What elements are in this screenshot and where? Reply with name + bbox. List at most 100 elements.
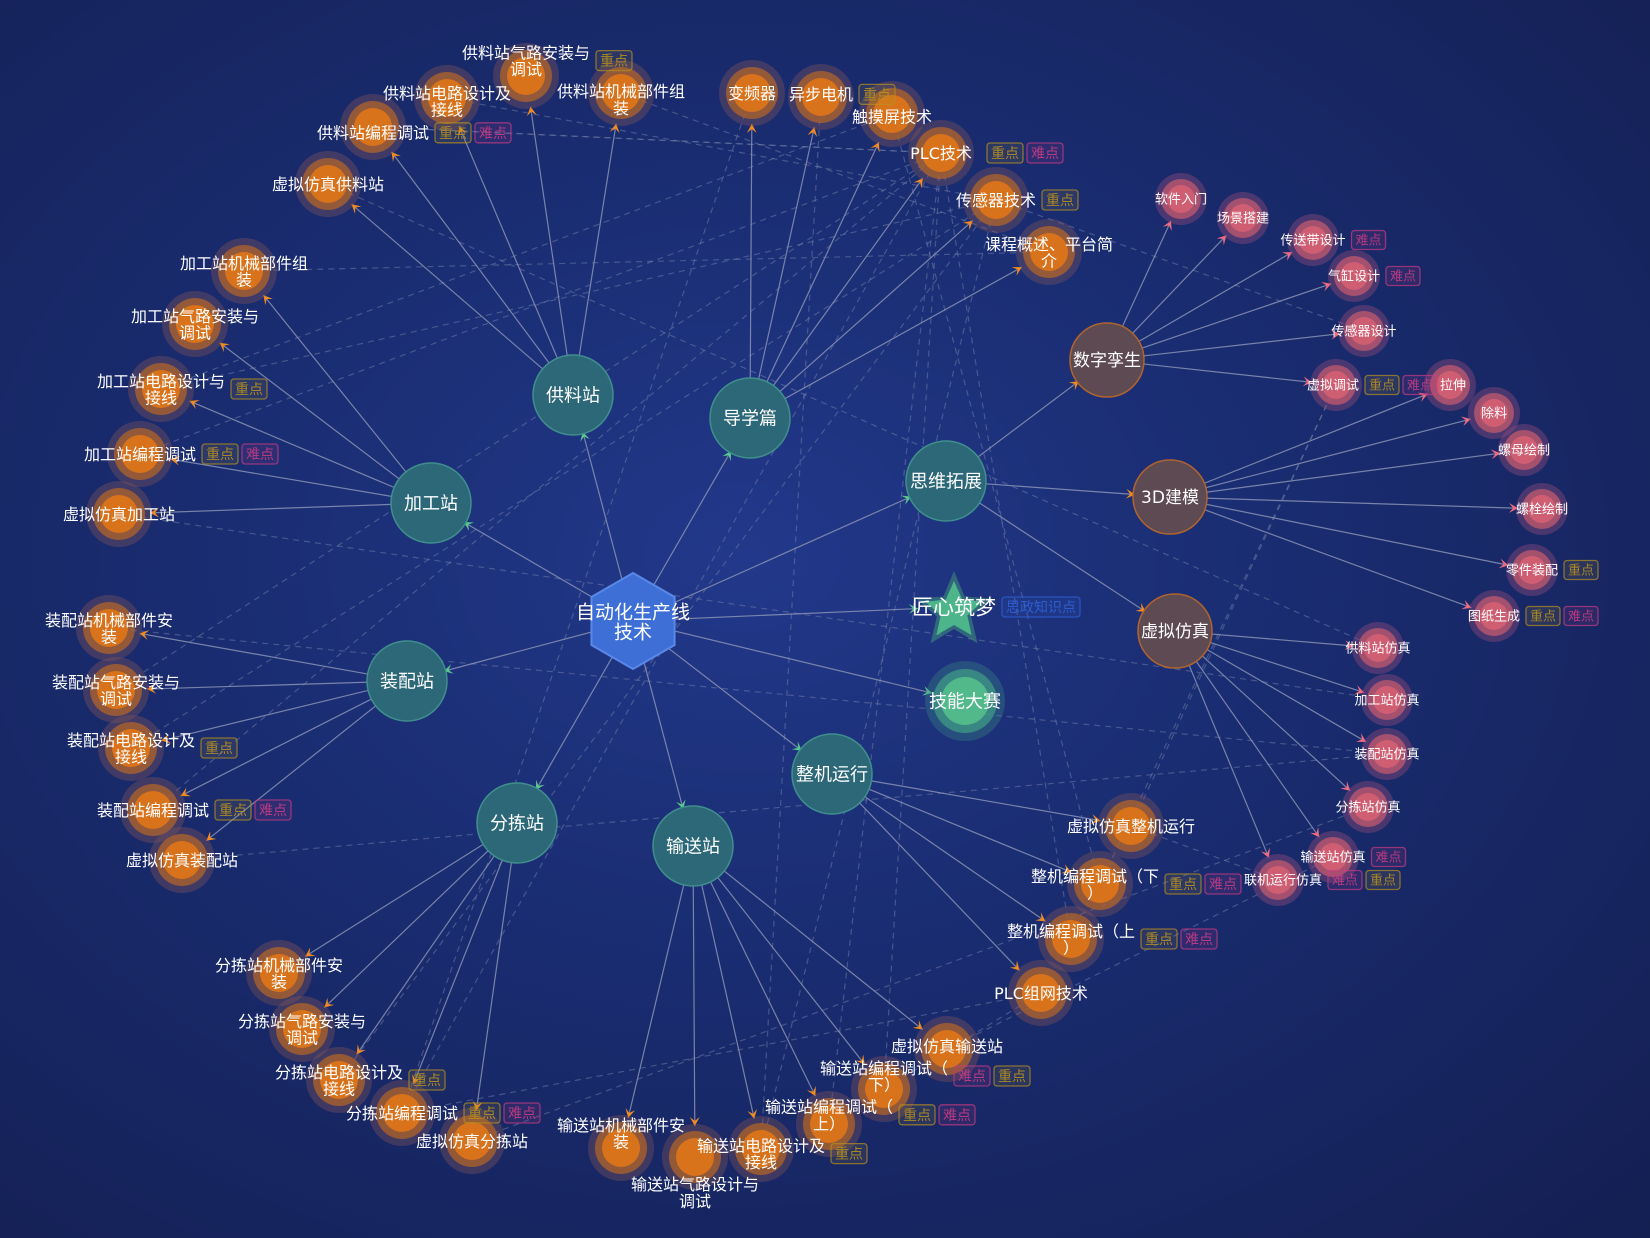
node-pink[interactable]	[1498, 424, 1550, 476]
tag-difficult-point: 难点	[241, 443, 279, 465]
tag-key-point: 重点	[1164, 873, 1202, 895]
node-station[interactable]	[366, 640, 448, 722]
node-pink[interactable]	[1424, 359, 1476, 411]
node-orange[interactable]	[128, 356, 194, 422]
node-orange[interactable]	[439, 1108, 505, 1174]
node-pink[interactable]	[1361, 674, 1413, 726]
node-pink[interactable]	[1361, 728, 1413, 780]
node-pink[interactable]	[1287, 214, 1339, 266]
node-label-group: 除料	[1481, 407, 1507, 422]
node-orange[interactable]	[369, 1080, 435, 1146]
node-module[interactable]	[1132, 459, 1208, 535]
node-label-group: PLC组网技术	[994, 984, 1088, 1003]
hierarchy-link	[1174, 630, 1270, 859]
node-pink[interactable]	[1310, 359, 1362, 411]
node-pink[interactable]	[1516, 483, 1568, 535]
node-label-group: 联机运行仿真 难点 重点	[1244, 869, 1401, 891]
node-station[interactable]	[652, 805, 734, 887]
node-orange[interactable]	[788, 64, 854, 130]
node-orange[interactable]	[211, 238, 277, 304]
node-orange[interactable]	[162, 291, 228, 357]
node-orange[interactable]	[149, 827, 215, 893]
tag-difficult-point: 难点	[254, 799, 292, 821]
node-station[interactable]	[791, 733, 873, 815]
node-station[interactable]	[390, 462, 472, 544]
node-contest[interactable]	[925, 661, 1005, 741]
node-label-group: 螺母绘制	[1498, 444, 1550, 459]
node-orange[interactable]	[1008, 960, 1074, 1026]
node-label-group: 气缸设计 难点	[1328, 265, 1421, 287]
node-orange[interactable]	[83, 657, 149, 723]
node-station[interactable]	[476, 782, 558, 864]
node-orange[interactable]	[120, 777, 186, 843]
node-orange[interactable]	[493, 43, 559, 109]
arrow-head-icon	[901, 495, 912, 505]
node-label: 装配站仿真	[1354, 748, 1419, 763]
node-station[interactable]	[709, 377, 791, 459]
node-orange[interactable]	[76, 595, 142, 661]
prerequisite-link	[152, 152, 942, 811]
node-orange[interactable]	[98, 715, 164, 781]
node-label: 加工站气路安装与调试	[131, 307, 259, 343]
node-star[interactable]	[915, 571, 993, 644]
node-label: 供料站气路安装与调试	[462, 43, 590, 79]
node-pink[interactable]	[1342, 781, 1394, 833]
node-orange[interactable]	[859, 81, 925, 147]
node-pink[interactable]	[1338, 305, 1390, 357]
node-pink[interactable]	[1468, 387, 1520, 439]
node-pink[interactable]	[1506, 544, 1558, 596]
node-orange[interactable]	[963, 167, 1029, 233]
node-orange[interactable]	[1038, 906, 1104, 972]
node-label-group: 供料站编程调试 重点 难点	[317, 122, 512, 144]
node-orange[interactable]	[588, 1115, 654, 1181]
node-orange[interactable]	[414, 65, 480, 131]
hierarchy-link	[139, 632, 408, 682]
node-center[interactable]	[590, 571, 676, 671]
node-label-group: 课程概述、平台简介	[985, 235, 1113, 271]
arrow-head-icon	[1061, 864, 1072, 874]
node-pink[interactable]	[1328, 250, 1380, 302]
arrow-head-icon	[161, 733, 172, 744]
node-orange[interactable]	[295, 151, 361, 217]
node-label-group: 传送带设计 难点	[1280, 229, 1387, 251]
node-pink[interactable]	[1217, 192, 1269, 244]
tag-key-point: 重点	[1140, 928, 1178, 950]
node-station[interactable]	[905, 440, 987, 522]
arrow-head-icon	[1321, 281, 1332, 292]
node-orange[interactable]	[662, 1124, 728, 1190]
node-orange[interactable]	[796, 1091, 862, 1157]
hierarchy-link	[1169, 496, 1509, 566]
node-orange[interactable]	[306, 1047, 372, 1113]
node-orange[interactable]	[1098, 793, 1164, 859]
node-module[interactable]	[1069, 322, 1145, 398]
node-pink[interactable]	[1252, 854, 1304, 906]
node-orange[interactable]	[340, 94, 406, 160]
prerequisite-link	[130, 199, 997, 749]
hierarchy-link	[1169, 452, 1501, 498]
arrow-head-icon	[791, 741, 802, 751]
node-label: 分拣站仿真	[1335, 801, 1400, 816]
hierarchy-link	[1169, 393, 1428, 498]
node-label-group: 加工站仿真	[1354, 694, 1419, 709]
node-orange[interactable]	[269, 996, 335, 1062]
node-orange[interactable]	[719, 60, 785, 126]
node-orange[interactable]	[1016, 219, 1082, 285]
tag-label: 重点	[235, 382, 263, 398]
node-orange[interactable]	[1067, 851, 1133, 917]
node-orange[interactable]	[86, 481, 152, 547]
node-orange[interactable]	[914, 1016, 980, 1082]
node-pink[interactable]	[1468, 590, 1520, 642]
node-orange[interactable]	[908, 120, 974, 186]
node-orange[interactable]	[107, 421, 173, 487]
node-pink[interactable]	[1352, 622, 1404, 674]
node-pink[interactable]	[1155, 173, 1207, 225]
node-module[interactable]	[1137, 593, 1213, 669]
node-label: 供料站电路设计及接线	[383, 84, 511, 120]
node-label-group: 思维拓展	[910, 471, 982, 492]
node-orange[interactable]	[728, 1116, 794, 1182]
node-orange[interactable]	[588, 60, 654, 126]
node-orange[interactable]	[246, 940, 312, 1006]
arrow-head-icon	[1498, 558, 1509, 569]
node-station[interactable]	[532, 354, 614, 436]
